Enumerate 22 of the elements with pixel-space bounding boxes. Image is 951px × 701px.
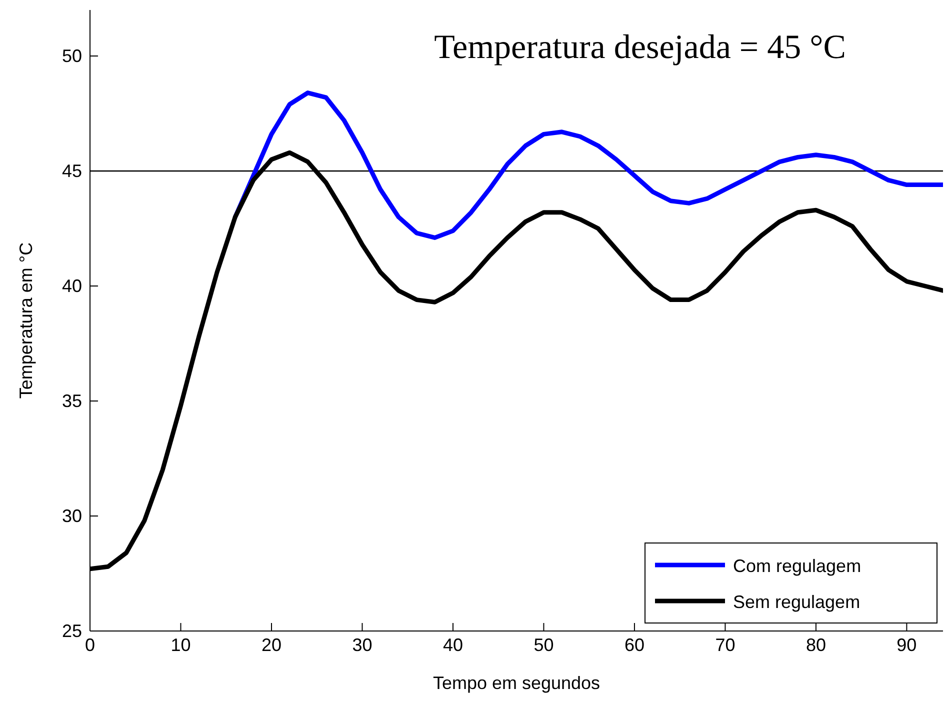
y-tick-label: 35 xyxy=(62,391,82,411)
x-tick-label: 30 xyxy=(352,635,372,655)
y-tick-label: 30 xyxy=(62,506,82,526)
y-tick-label: 40 xyxy=(62,276,82,296)
x-tick-label: 50 xyxy=(534,635,554,655)
legend-label: Sem regulagem xyxy=(733,592,860,612)
legend-label: Com regulagem xyxy=(733,556,862,576)
annotation: Temperatura desejada = 45 °C xyxy=(434,29,846,66)
x-tick-label: 80 xyxy=(806,635,826,655)
x-tick-label: 70 xyxy=(715,635,736,655)
x-tick-label: 90 xyxy=(896,635,917,655)
y-tick-label: 25 xyxy=(62,621,82,641)
x-tick-label: 10 xyxy=(170,635,191,655)
line-series xyxy=(232,90,943,240)
x-tick-label: 40 xyxy=(442,635,463,655)
y-tick-label: 50 xyxy=(62,46,82,66)
y-axis-title: Temperatura em °C xyxy=(16,242,36,399)
x-axis-title: Tempo em segundos xyxy=(432,673,600,693)
y-tick-label: 45 xyxy=(62,161,82,181)
x-tick-label: 20 xyxy=(261,635,282,655)
x-tick-label: 60 xyxy=(624,635,644,655)
x-tick-label: 0 xyxy=(84,635,96,655)
